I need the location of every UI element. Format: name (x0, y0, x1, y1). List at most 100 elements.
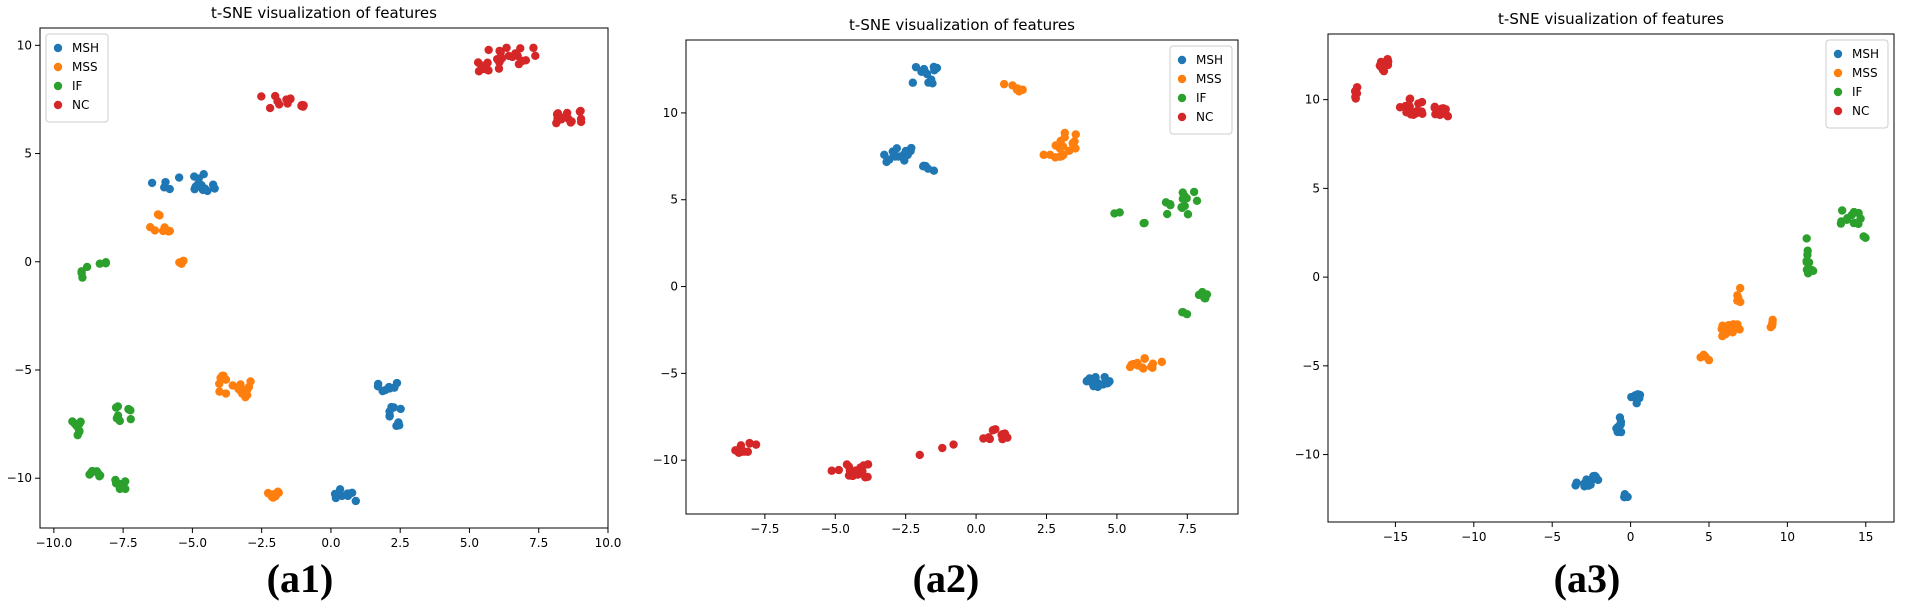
data-point (494, 64, 504, 73)
data-point (1139, 364, 1148, 373)
data-point (1733, 320, 1742, 329)
y-tick-label: 10 (663, 106, 678, 120)
data-point (177, 259, 186, 269)
data-point (1803, 250, 1812, 260)
y-tick-label: 10 (17, 38, 32, 52)
y-tick-label: −10 (7, 471, 32, 485)
data-point (915, 450, 924, 460)
chart-panel-3: t-SNE visualization of features −15 −10 −5 0… (1295, 10, 1895, 601)
legend-label-nc: NC (72, 98, 89, 112)
chart-title: t-SNE visualization of features (211, 4, 437, 22)
legend-label-if: IF (1196, 91, 1207, 105)
x-tick-label: −15 (1383, 530, 1408, 544)
data-point (1140, 218, 1149, 228)
data-point (736, 442, 745, 452)
data-point (174, 173, 184, 182)
data-point (929, 62, 939, 72)
chart-panel-1: t-SNE visualization of features −10.0 −7.5… (7, 4, 622, 601)
legend-marker-nc (53, 100, 63, 110)
data-point (481, 64, 490, 74)
y-tick-label: −5 (14, 363, 32, 377)
data-point (848, 471, 857, 481)
data-point (901, 146, 911, 156)
data-point (863, 460, 873, 469)
data-point (1802, 256, 1811, 266)
data-point (1014, 87, 1024, 96)
data-point (1836, 219, 1846, 228)
data-point (101, 257, 111, 267)
data-point (552, 118, 561, 128)
data-point (892, 144, 902, 153)
data-point (385, 407, 394, 416)
data-point (1166, 200, 1175, 210)
data-point (1586, 480, 1595, 489)
data-point (1039, 150, 1048, 160)
legend-marker-if (1177, 93, 1187, 103)
plot-frame (1327, 33, 1895, 523)
y-tick-label: −10 (1295, 448, 1320, 462)
x-tick-label: 0 (1627, 530, 1635, 544)
legend: MSH MSS IF NC (1169, 45, 1233, 135)
legend-marker-if (53, 81, 63, 91)
data-point (562, 108, 572, 118)
data-point (908, 78, 918, 87)
data-point (1620, 492, 1629, 502)
legend-marker-msh (1833, 49, 1843, 59)
series-mss (146, 210, 284, 502)
data-point (1735, 283, 1745, 293)
data-point (1733, 291, 1742, 300)
x-tick-label: −7.5 (109, 536, 138, 550)
data-point (1068, 138, 1077, 148)
data-point (1091, 373, 1100, 382)
data-point (1099, 380, 1108, 389)
data-point (1736, 297, 1745, 307)
data-point (208, 180, 218, 189)
data-point (949, 440, 958, 449)
data-point (395, 421, 404, 430)
data-point (502, 43, 511, 52)
series-if (68, 257, 135, 494)
x-tick-label: −10 (1461, 530, 1486, 544)
legend-label-nc: NC (1196, 110, 1213, 124)
x-tick-label: 5.0 (460, 536, 479, 550)
data-point (1140, 354, 1149, 363)
data-point (483, 58, 492, 67)
data-point (1129, 359, 1138, 369)
data-point (880, 150, 889, 160)
data-point (484, 45, 493, 55)
data-point (215, 387, 224, 396)
series-mss (999, 79, 1167, 373)
legend-marker-mss (1833, 68, 1843, 78)
chart-title: t-SNE visualization of features (849, 16, 1075, 34)
legend-label-mss: MSS (1852, 66, 1878, 80)
data-point (1057, 152, 1066, 161)
data-point (552, 110, 562, 119)
data-point (1856, 214, 1865, 223)
data-point (988, 426, 998, 435)
data-point (1183, 210, 1193, 219)
legend-label-if: IF (1852, 85, 1863, 99)
x-tick-label: 10 (1780, 530, 1795, 544)
y-tick-label: 5 (24, 147, 32, 161)
data-point (273, 487, 283, 496)
data-point (745, 439, 754, 448)
data-point (497, 54, 507, 63)
data-point (297, 101, 306, 111)
data-point (979, 434, 988, 443)
data-point (390, 383, 399, 392)
x-tick-label: 5.0 (1107, 522, 1126, 536)
legend-box (1169, 45, 1233, 135)
x-tick-label: 5 (1705, 530, 1713, 544)
data-point (113, 411, 123, 420)
plot-frame (39, 27, 609, 529)
data-point (199, 169, 208, 179)
data-point (1178, 188, 1187, 197)
series-if (1802, 206, 1870, 278)
data-point (153, 210, 163, 219)
x-tick-label: −2.5 (891, 522, 920, 536)
series-nc (731, 425, 1012, 482)
data-point (73, 430, 82, 440)
data-point (282, 95, 291, 104)
data-point (521, 56, 531, 65)
data-point (165, 226, 175, 236)
